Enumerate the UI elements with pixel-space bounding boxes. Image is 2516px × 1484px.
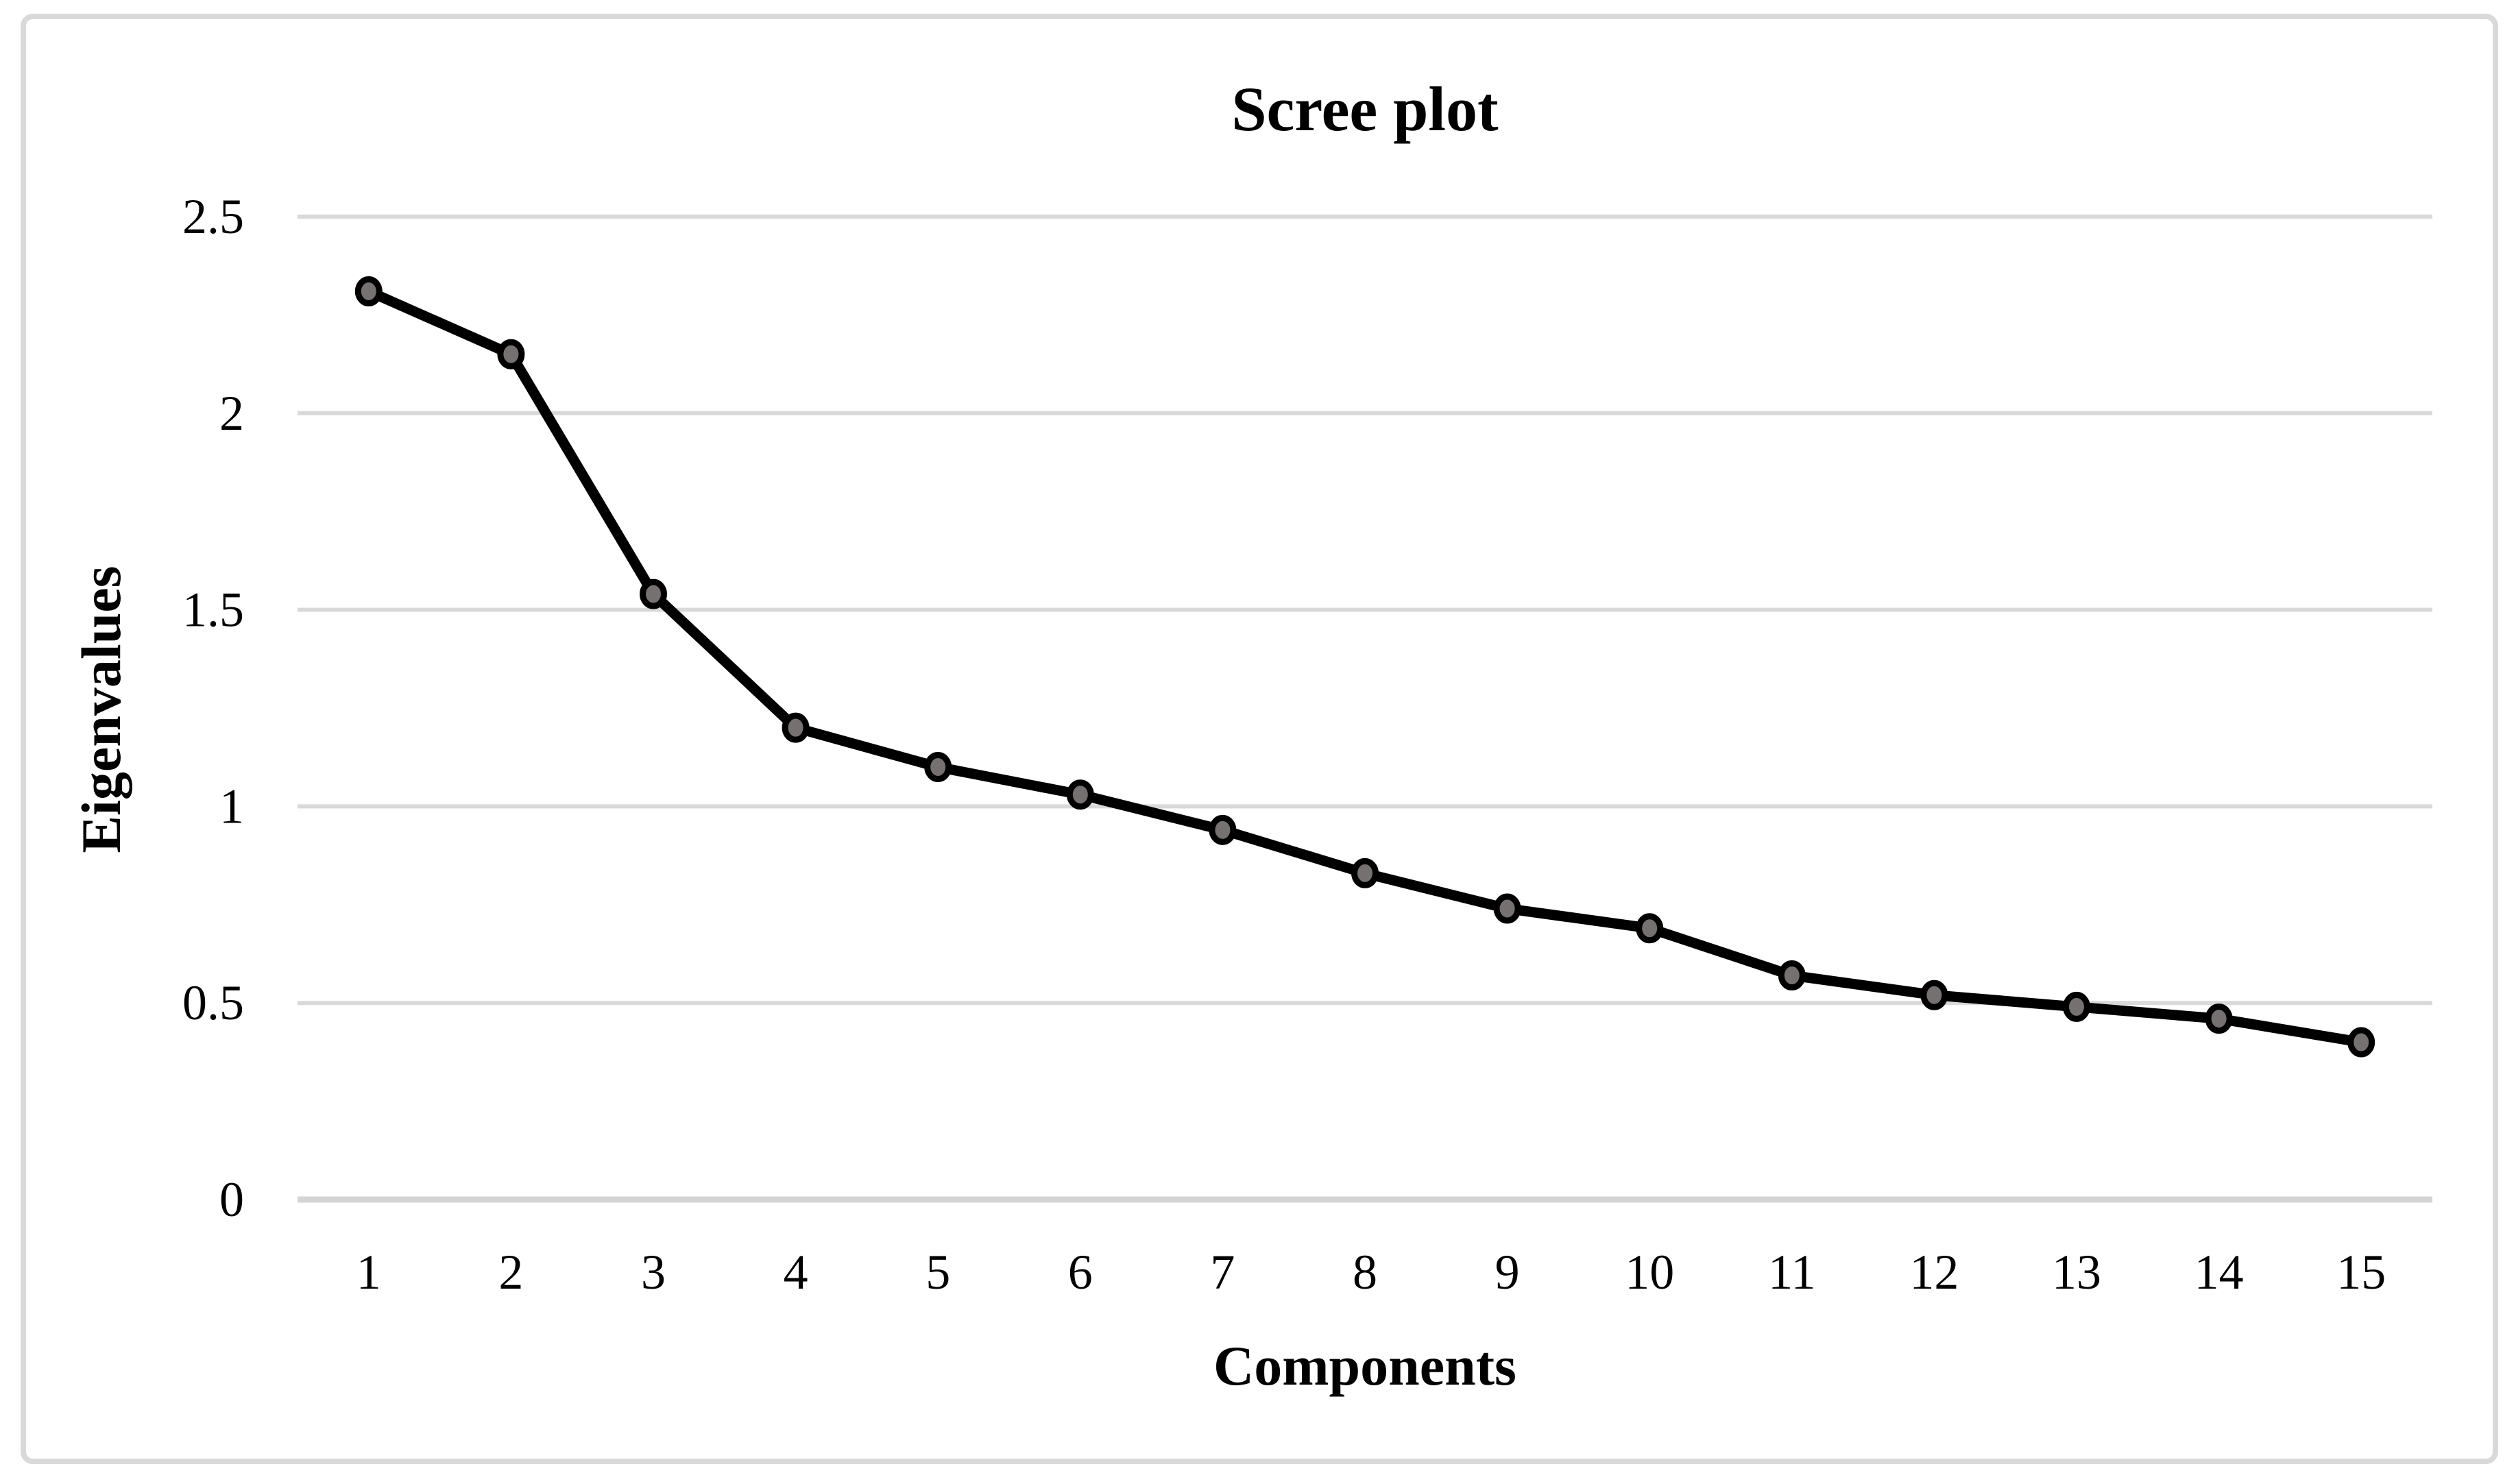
x-tick-label: 5 xyxy=(926,1245,950,1300)
data-point-marker xyxy=(782,712,810,743)
chart-title: Scree plot xyxy=(1231,74,1499,144)
data-point-marker xyxy=(2347,1027,2375,1058)
gridlines xyxy=(298,215,2432,1203)
x-tick-label: 12 xyxy=(1909,1245,1959,1300)
data-point-marker xyxy=(924,752,952,783)
data-point-marker xyxy=(640,579,667,609)
x-tick-label: 6 xyxy=(1068,1245,1093,1300)
data-point-marker xyxy=(2063,991,2090,1022)
x-tick-label: 9 xyxy=(1495,1245,1520,1300)
data-point-marker xyxy=(1066,779,1094,810)
data-point-markers xyxy=(354,276,2375,1058)
y-tick-label: 2 xyxy=(219,386,244,441)
x-tick-label: 7 xyxy=(1210,1245,1235,1300)
x-axis-title: Components xyxy=(1213,1335,1516,1397)
x-tick-label: 1 xyxy=(356,1245,381,1300)
y-axis-title: Eigenvalues xyxy=(70,565,132,853)
data-point-marker xyxy=(1351,857,1379,888)
x-tick-label: 13 xyxy=(2052,1245,2101,1300)
y-tick-label: 0 xyxy=(219,1172,244,1227)
y-tick-label: 1 xyxy=(219,779,244,834)
x-tick-label: 10 xyxy=(1625,1245,1674,1300)
x-axis-tick-labels: 1 2 3 4 5 6 7 8 9 10 11 12 13 14 15 xyxy=(356,1245,2386,1300)
data-point-marker xyxy=(1209,814,1237,845)
x-tick-label: 8 xyxy=(1353,1245,1377,1300)
data-point-marker xyxy=(497,339,525,369)
x-tick-label: 14 xyxy=(2194,1245,2244,1300)
data-point-marker xyxy=(1920,980,1948,1010)
x-tick-label: 11 xyxy=(1768,1245,1815,1300)
y-axis-tick-labels: 0 0.5 1 1.5 2 2.5 xyxy=(182,189,244,1227)
x-tick-label: 4 xyxy=(784,1245,808,1300)
data-point-marker xyxy=(1636,913,1664,944)
data-point-marker xyxy=(1778,960,1806,991)
y-tick-label: 1.5 xyxy=(182,583,244,637)
data-point-marker xyxy=(2205,1003,2233,1034)
x-tick-label: 3 xyxy=(641,1245,666,1300)
y-tick-label: 2.5 xyxy=(182,189,244,244)
x-tick-label: 2 xyxy=(498,1245,523,1300)
y-tick-label: 0.5 xyxy=(182,975,244,1030)
chart-border-frame xyxy=(21,14,2498,1464)
x-tick-label: 15 xyxy=(2336,1245,2386,1300)
data-point-marker xyxy=(354,276,383,306)
data-point-marker xyxy=(1493,893,1521,924)
